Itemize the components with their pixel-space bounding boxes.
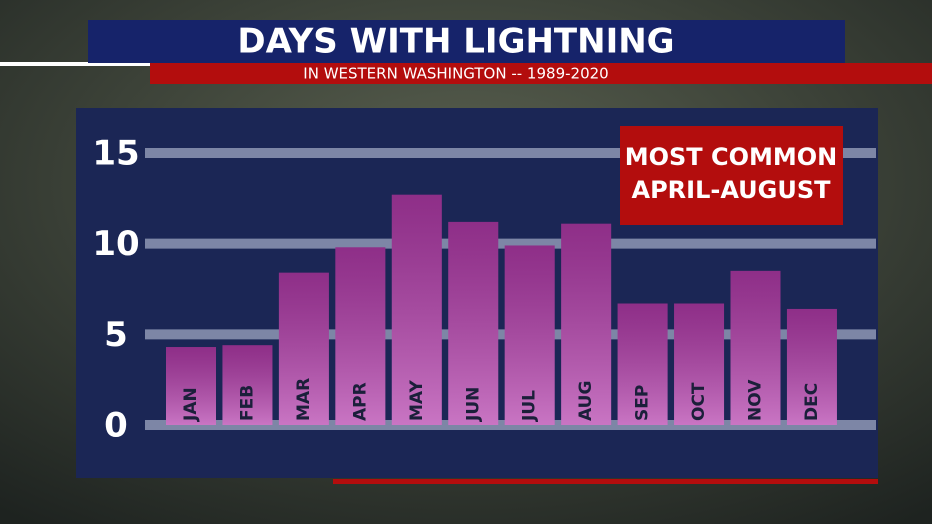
y-tick-label: 10	[92, 224, 139, 264]
y-tick-label: 5	[104, 315, 128, 355]
subtitle-bar	[150, 63, 932, 84]
x-tick-label: JUL	[520, 390, 540, 422]
x-tick-label: FEB	[237, 385, 257, 421]
annotation-box	[620, 126, 843, 225]
chart-subtitle: IN WESTERN WASHINGTON -- 1989-2020	[303, 65, 608, 83]
annotation-line: MOST COMMON	[625, 143, 838, 171]
bar-shade	[730, 270, 781, 425]
accent-bar	[333, 479, 878, 484]
x-tick-label: JUN	[463, 387, 483, 422]
x-tick-label: JAN	[181, 387, 201, 422]
x-tick-label: AUG	[576, 381, 596, 421]
bar-shade	[448, 221, 499, 425]
accent-line	[0, 62, 150, 66]
x-tick-label: MAY	[407, 380, 427, 421]
x-tick-label: APR	[350, 382, 370, 421]
title-bar	[88, 20, 845, 63]
bar-shade	[786, 308, 837, 425]
y-tick-label: 0	[104, 406, 128, 446]
y-tick-label: 15	[92, 134, 139, 174]
chart-title: DAYS WITH LIGHTNING	[237, 22, 674, 62]
bar-shade	[674, 303, 725, 425]
bar-shade	[561, 223, 612, 425]
x-tick-label: OCT	[689, 382, 709, 421]
x-tick-label: DEC	[802, 383, 822, 421]
bar-shade	[617, 303, 668, 425]
bar-shade	[222, 345, 273, 425]
x-tick-label: SEP	[633, 385, 653, 421]
x-tick-label: MAR	[294, 378, 314, 421]
bar-shade	[335, 247, 386, 425]
bar-shade	[166, 347, 216, 425]
annotation-line: APRIL-AUGUST	[632, 176, 832, 204]
bar-shade	[504, 245, 555, 425]
bar-shade	[391, 194, 442, 425]
bar-shade	[278, 272, 329, 425]
x-tick-label: NOV	[746, 379, 766, 421]
